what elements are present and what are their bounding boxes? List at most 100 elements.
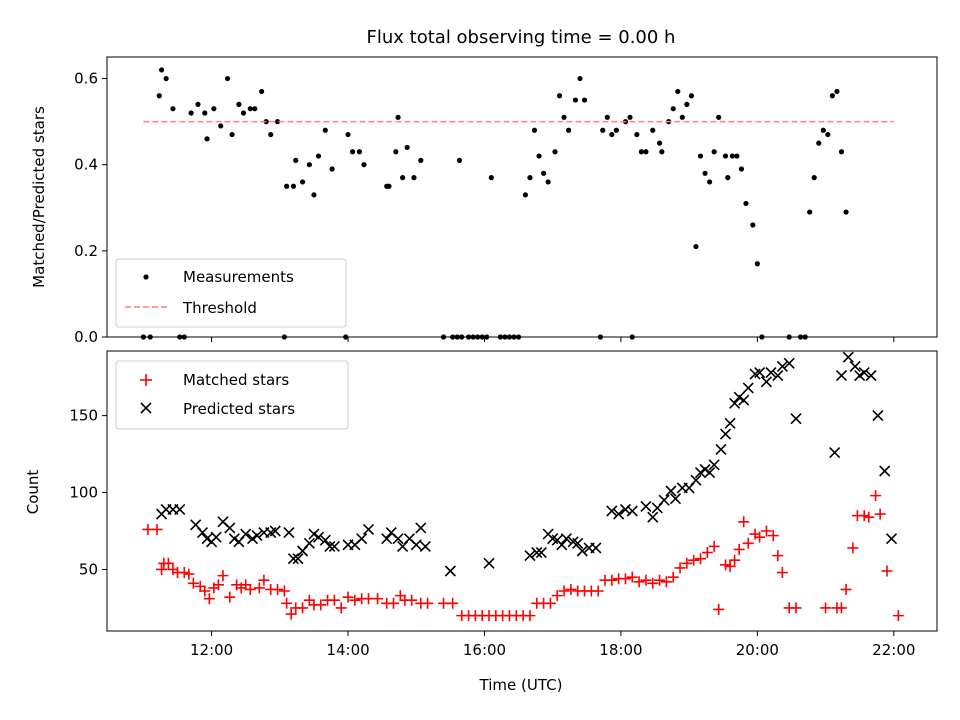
bottom-predicted-stars-point [251, 530, 263, 542]
bottom-legend: Matched stars Predicted stars [115, 360, 349, 430]
top-measurements-point [659, 149, 665, 155]
top-plot-frame [106, 56, 938, 338]
top-measurements-point [734, 153, 740, 159]
bottom-predicted-stars-point [719, 428, 732, 440]
top-measurements-point [670, 106, 676, 112]
bottom-matched-stars-point [178, 567, 190, 579]
top-measurements-point [675, 88, 681, 95]
bottom-predicted-stars-point [576, 545, 588, 557]
bottom-predicted-stars-point [287, 553, 300, 565]
bottom-matched-stars-point [654, 574, 666, 586]
top-y-axis-label: Matched/Predicted stars [30, 106, 48, 288]
top-y-tick-label: 0.4 [74, 156, 98, 174]
bottom-matched-stars-point [406, 594, 418, 606]
top-measurements-point [229, 131, 235, 138]
legend-label-matched-stars: Matched stars [183, 371, 289, 389]
top-measurements-point [613, 127, 619, 133]
top-measurements-point [395, 114, 401, 120]
bottom-matched-stars-point [281, 597, 293, 609]
bottom-matched-stars-point [713, 603, 725, 615]
bottom-predicted-stars-point [738, 394, 750, 406]
bottom-matched-stars-point [422, 597, 434, 609]
bottom-predicted-stars-point [240, 528, 252, 540]
bottom-predicted-stars-point [760, 376, 773, 388]
x-tick-label: 18:00 [599, 641, 642, 659]
bottom-predicted-stars-point [303, 537, 315, 549]
bottom-predicted-stars-point [647, 511, 659, 523]
top-measurements-point [404, 144, 410, 151]
bottom-y-tick-label: 100 [69, 484, 98, 502]
bottom-predicted-stars-point [708, 459, 720, 471]
top-measurements-point [688, 93, 695, 99]
bottom-predicted-stars-point [269, 525, 281, 537]
top-measurements-point [754, 261, 760, 267]
top-measurements-point [393, 149, 399, 155]
top-measurements-point [536, 153, 542, 159]
top-measurements-point [581, 97, 588, 103]
bottom-predicted-stars-point [415, 522, 427, 534]
bottom-matched-stars-point [162, 557, 174, 569]
top-panel: 0.0 0.2 0.4 0.6 Matched/Predicted stars Mea… [30, 56, 938, 346]
bottom-predicted-stars-point [535, 546, 547, 559]
bottom-predicted-stars-point [879, 465, 891, 477]
top-measurements-point [807, 209, 813, 215]
bottom-series-layer [142, 351, 904, 622]
x-tick-label: 22:00 [872, 641, 915, 659]
top-measurements-point [552, 149, 558, 155]
bottom-predicted-stars-point [885, 533, 898, 545]
top-measurements-point [643, 149, 649, 155]
top-measurements-point [834, 88, 840, 95]
x-axis-label: Time (UTC) [479, 676, 563, 694]
bottom-matched-stars-point [840, 583, 852, 595]
top-measurements-point [561, 114, 567, 120]
top-legend: Measurements Threshold [115, 258, 347, 328]
top-measurements-point [224, 75, 231, 82]
bottom-matched-stars-point [349, 594, 361, 606]
bottom-predicted-stars-point [210, 531, 222, 543]
bottom-predicted-stars-point [356, 533, 368, 545]
top-measurements-point [202, 110, 208, 116]
bottom-matched-stars-point [701, 547, 713, 559]
bottom-matched-stars-point [372, 593, 384, 605]
bottom-matched-stars-point [524, 610, 536, 622]
top-measurements-point [679, 114, 685, 120]
bottom-predicted-stars-point [640, 500, 652, 512]
top-measurements-point [356, 149, 363, 155]
bottom-predicted-stars-point [715, 443, 727, 456]
bottom-matched-stars-point [194, 580, 206, 592]
bottom-matched-stars-point [776, 567, 788, 579]
bottom-matched-stars-point [244, 583, 256, 595]
bottom-matched-stars-point [733, 543, 745, 555]
top-measurements-point [738, 166, 745, 172]
bottom-predicted-stars-point [381, 533, 393, 545]
bottom-matched-stars-point [847, 542, 859, 554]
top-measurements-point [825, 131, 831, 138]
bottom-predicted-stars-point [872, 410, 884, 422]
top-measurements-point [545, 179, 551, 185]
bottom-predicted-stars-point [319, 534, 331, 546]
top-measurements-point [816, 140, 822, 146]
top-legend-box [115, 258, 347, 328]
bottom-matched-stars-point [187, 577, 199, 589]
bottom-predicted-stars-point [835, 370, 848, 382]
bottom-predicted-stars-point [724, 417, 736, 429]
top-y-tick-label: 0.6 [74, 70, 98, 88]
top-measurements-point [158, 67, 165, 73]
top-measurements-point [634, 131, 640, 138]
bottom-predicted-stars-point [444, 565, 456, 577]
top-measurements-point [329, 166, 335, 172]
bottom-predicted-stars-point [590, 542, 602, 554]
bottom-predicted-stars-point [531, 546, 543, 559]
bottom-matched-stars-point [156, 563, 168, 575]
legend-label-measurements: Measurements [183, 268, 294, 286]
top-measurements-point [488, 175, 494, 181]
top-measurements-point [259, 88, 265, 95]
top-measurements-point [600, 127, 606, 133]
top-measurements-point [702, 170, 708, 176]
top-measurements-point [627, 114, 633, 120]
top-measurements-point [656, 140, 663, 146]
bottom-y-tick-label: 150 [69, 407, 98, 425]
x-tick-label: 20:00 [736, 641, 779, 659]
top-measurements-point [247, 106, 253, 112]
top-measurements-point [707, 179, 713, 185]
